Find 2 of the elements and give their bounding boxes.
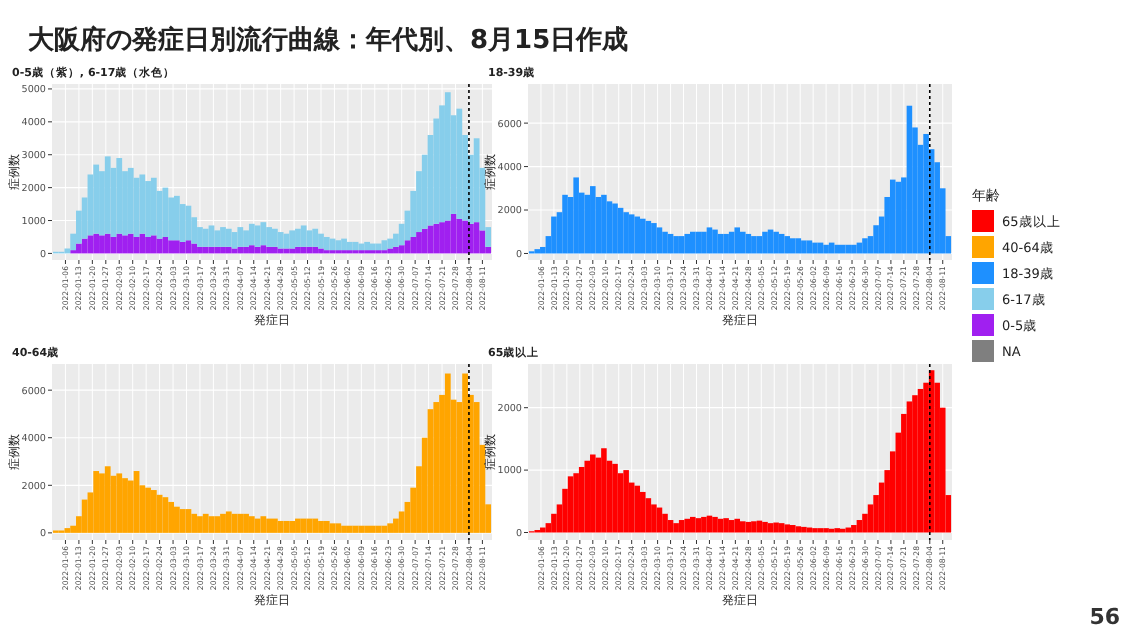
text: 56	[1089, 604, 1121, 630]
chart-title: 大阪府の発症日別流行曲線：年代別、8月15日作成	[28, 24, 629, 56]
